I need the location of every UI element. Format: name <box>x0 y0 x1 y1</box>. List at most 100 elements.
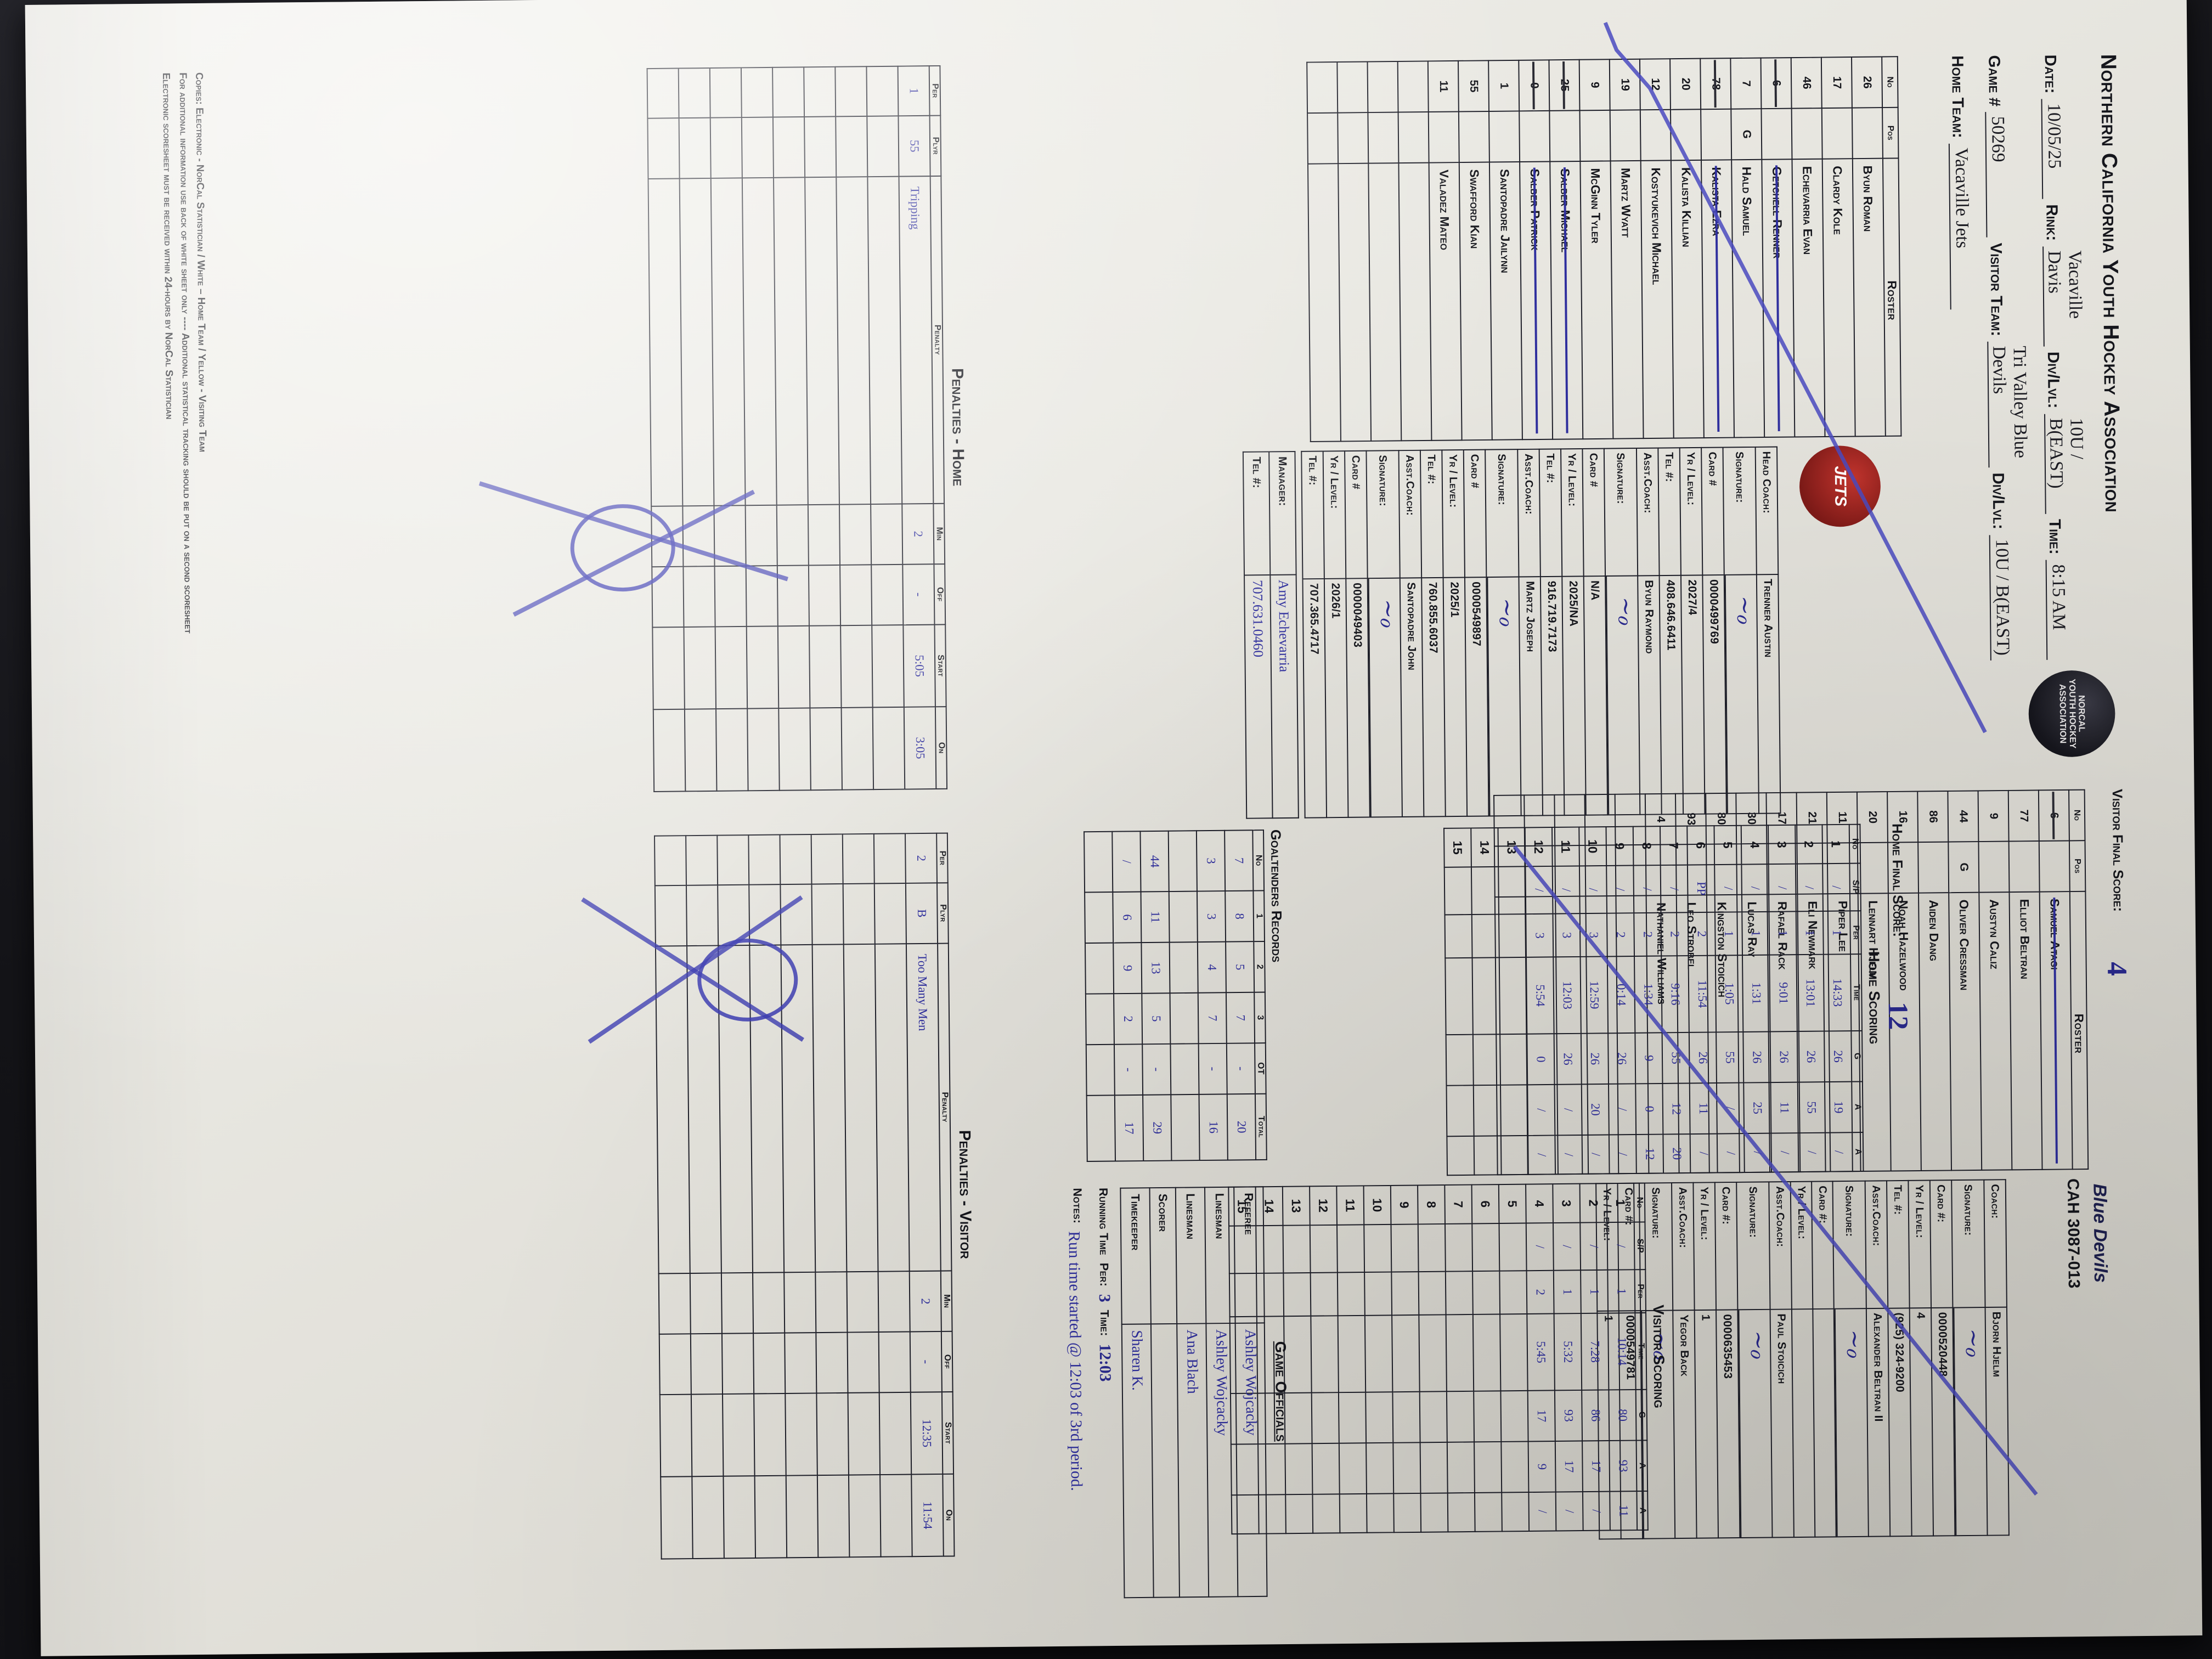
penalty-minutes[interactable] <box>651 506 684 567</box>
goal-period[interactable] <box>1418 1271 1446 1315</box>
penalty-minutes[interactable] <box>815 1272 848 1333</box>
goalie-saves-total[interactable]: 17 <box>1114 1094 1144 1161</box>
penalty-period[interactable] <box>741 67 773 118</box>
table-row[interactable]: 1 / 1 10:14 80 93 11 <box>1606 1183 1638 1531</box>
table-row[interactable]: 8 <box>1418 1185 1448 1532</box>
rink-value[interactable]: Vacaville Davis <box>2042 246 2086 347</box>
goal-assist-1[interactable]: 93 <box>1609 1440 1637 1492</box>
goal-scorer[interactable]: 55 <box>1716 1031 1744 1084</box>
table-row[interactable]: 6 Samuel Atagi <box>2038 789 2073 1170</box>
penalty-on-time[interactable] <box>653 709 686 792</box>
penalty-infraction[interactable] <box>742 177 777 506</box>
staff-yr-value[interactable] <box>1791 1309 1815 1538</box>
penalty-start-time[interactable] <box>785 1393 817 1476</box>
goal-sp[interactable]: / <box>1768 864 1796 912</box>
goal-period[interactable] <box>1364 1272 1392 1316</box>
goalie-saves-ot[interactable]: - <box>1114 1044 1143 1096</box>
penalty-start-time[interactable] <box>809 625 842 708</box>
penalty-player[interactable] <box>749 884 781 946</box>
table-row[interactable]: 8 / 2 1:34 9 0 12 <box>1633 826 1664 1173</box>
goal-time[interactable]: 1:31 <box>1742 955 1770 1032</box>
penalty-player[interactable] <box>710 117 742 178</box>
goal-time[interactable] <box>1392 1314 1420 1392</box>
penalty-minutes[interactable] <box>839 504 872 565</box>
goal-assist-2[interactable] <box>1502 1492 1530 1532</box>
penalty-minutes[interactable] <box>682 505 715 567</box>
goalie-number[interactable] <box>1168 831 1197 892</box>
goal-scorer[interactable]: 26 <box>1797 1031 1825 1082</box>
goal-period[interactable] <box>1391 1272 1419 1316</box>
goal-sp[interactable] <box>1472 1223 1500 1272</box>
goal-time[interactable]: 5:54 <box>1526 957 1554 1034</box>
goal-time[interactable] <box>1500 1313 1528 1391</box>
penalty-period[interactable] <box>873 833 906 884</box>
goal-scorer[interactable]: 55 <box>1662 1032 1690 1084</box>
goal-time[interactable]: 12:59 <box>1580 956 1609 1034</box>
penalty-period[interactable] <box>678 67 710 119</box>
goal-sp[interactable] <box>1498 866 1526 915</box>
goal-scorer[interactable]: 26 <box>1608 1032 1636 1084</box>
penalty-period[interactable] <box>811 834 843 884</box>
table-row[interactable]: 12 Kostyukevich Michael <box>1639 59 1674 439</box>
penalty-player[interactable] <box>772 116 805 178</box>
penalty-start-time[interactable] <box>848 1392 881 1475</box>
goal-assist-1[interactable] <box>1474 1441 1502 1493</box>
game-value[interactable]: 50269 <box>1985 111 2009 238</box>
goalie-saves-p2[interactable]: 9 <box>1113 943 1142 994</box>
staff-card-value[interactable]: 0000635453 <box>1716 1310 1740 1538</box>
table-row[interactable]: 11 Valadez Mateo <box>1427 60 1462 441</box>
home-divlvl-value[interactable]: 10U / B(EAST) <box>2044 413 2087 514</box>
penalty-start-time[interactable]: 5:05 <box>903 624 935 707</box>
timekeeper-name[interactable]: Sharen K. <box>1121 1324 1154 1598</box>
goal-assist-1[interactable] <box>1446 1085 1474 1137</box>
scorer-name[interactable] <box>1150 1323 1180 1598</box>
goal-assist-2[interactable]: 20 <box>1663 1134 1691 1173</box>
goal-assist-2[interactable]: / <box>1582 1135 1610 1174</box>
staff-tel-value[interactable]: 916.719.7173 <box>1540 576 1565 816</box>
goal-assist-1[interactable] <box>1393 1442 1421 1494</box>
goal-assist-1[interactable]: / <box>1716 1082 1745 1134</box>
goal-assist-1[interactable]: 17 <box>1582 1441 1610 1492</box>
goal-period[interactable]: 3 <box>1526 913 1554 957</box>
goalie-saves-p1[interactable] <box>1085 892 1114 944</box>
goal-sp[interactable]: / <box>1795 864 1823 912</box>
goal-period[interactable]: 2 <box>1634 912 1662 956</box>
penalty-start-time[interactable] <box>872 625 904 708</box>
table-row[interactable]: 20 Kalista Killian <box>1670 58 1704 438</box>
table-row[interactable]: 5 <box>1498 1184 1530 1532</box>
penalty-start-time[interactable] <box>746 626 779 709</box>
table-row[interactable]: 11 / 3 12:03 26 / / <box>1551 827 1583 1175</box>
penalty-infraction[interactable] <box>843 944 878 1272</box>
penalty-on-time[interactable]: 3:05 <box>904 707 936 789</box>
table-row[interactable] <box>1367 61 1402 441</box>
goal-scorer[interactable]: 26 <box>1554 1033 1582 1085</box>
goal-scorer[interactable]: 26 <box>1770 1031 1798 1083</box>
goal-scorer[interactable] <box>1446 1391 1475 1442</box>
goal-period[interactable] <box>1337 1272 1365 1316</box>
goal-assist-1[interactable]: 11 <box>1689 1083 1717 1135</box>
table-row[interactable]: 3 / 1 5:32 93 17 / <box>1553 1183 1583 1531</box>
penalty-on-time[interactable] <box>661 1476 693 1559</box>
goalie-saves-p2[interactable] <box>1169 942 1198 994</box>
table-row[interactable]: 10 <box>1363 1185 1394 1533</box>
goal-scorer[interactable]: 93 <box>1554 1390 1583 1441</box>
goal-assist-2[interactable]: / <box>1825 1132 1853 1172</box>
penalty-start-time[interactable] <box>879 1392 912 1475</box>
goal-assist-1[interactable]: 11 <box>1770 1082 1798 1133</box>
penalty-start-time[interactable] <box>684 627 716 709</box>
staff-signature-field[interactable]: ∼ℴ <box>1833 1308 1869 1537</box>
goal-time[interactable]: 10:14 <box>1608 1313 1636 1390</box>
staff-yr-value[interactable]: 2025/1 <box>1443 577 1468 817</box>
staff-yr-value[interactable]: 2027/4 <box>1680 575 1705 815</box>
penalty-period[interactable] <box>686 835 718 885</box>
goal-assist-1[interactable]: 55 <box>1797 1082 1825 1133</box>
table-row[interactable] <box>1168 831 1200 1161</box>
goalie-saves-total[interactable]: 29 <box>1143 1094 1172 1161</box>
penalty-start-time[interactable] <box>840 625 873 708</box>
goal-period[interactable]: 1 <box>1553 1270 1581 1314</box>
table-row[interactable]: 5 / 1 1:05 55 / / <box>1714 825 1745 1173</box>
penalty-period[interactable] <box>866 66 899 116</box>
penalty-period[interactable]: 1 <box>898 66 930 116</box>
penalty-minutes[interactable] <box>784 1272 816 1333</box>
table-row[interactable]: 7 8 5 7 - 20 <box>1224 830 1256 1160</box>
